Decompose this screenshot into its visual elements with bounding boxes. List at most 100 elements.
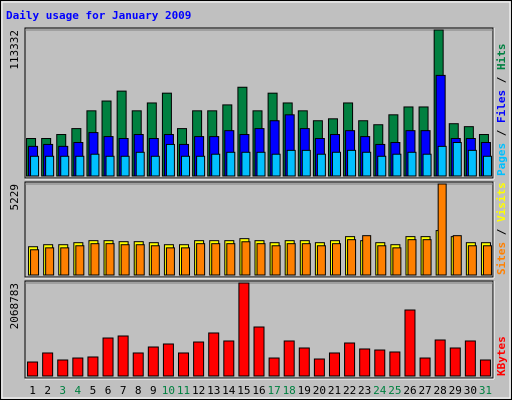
bar (286, 243, 296, 276)
bar (178, 352, 190, 377)
x-tick-label: 5 (90, 384, 97, 397)
legend-entry: Hits (495, 44, 508, 71)
bar (407, 151, 417, 177)
bar (196, 155, 206, 177)
x-tick-label: 25 (388, 384, 401, 397)
bar (42, 352, 54, 377)
bar (208, 332, 220, 377)
bar (392, 153, 402, 177)
x-tick-label: 1 (29, 384, 36, 397)
bar (196, 243, 206, 276)
bar (407, 239, 417, 276)
bar (298, 347, 310, 377)
y-tick-label: 113332 (8, 30, 21, 70)
legend-separator: / (495, 70, 508, 90)
bar (102, 337, 114, 377)
legend-entry: Sites (495, 242, 508, 275)
x-tick-label: 22 (343, 384, 356, 397)
bar (165, 143, 175, 177)
x-tick-label: 29 (449, 384, 462, 397)
chart-title: Daily usage for January 2009 (6, 9, 191, 22)
bar (256, 151, 266, 177)
bar (27, 361, 39, 377)
bar (449, 347, 461, 377)
bar (404, 309, 416, 377)
bar (105, 155, 115, 177)
bar (45, 247, 55, 276)
bar (162, 343, 174, 377)
bar (135, 151, 145, 177)
bar (75, 155, 85, 177)
bar (60, 247, 70, 276)
bar (377, 245, 387, 276)
legend-entry: Visits (495, 182, 508, 222)
x-tick-label: 11 (177, 384, 190, 397)
bar (389, 351, 401, 377)
bar (135, 244, 145, 276)
x-tick-label: 7 (120, 384, 127, 397)
bar (482, 155, 492, 177)
x-tick-label: 6 (105, 384, 112, 397)
bar (72, 357, 84, 377)
bar (422, 153, 432, 177)
bar (223, 340, 235, 377)
x-tick-label: 28 (434, 384, 447, 397)
bar (301, 149, 311, 177)
x-tick-label: 17 (267, 384, 280, 397)
bar (362, 235, 372, 276)
bar (301, 243, 311, 276)
bar (452, 235, 462, 276)
bar (271, 245, 281, 276)
bar (464, 340, 476, 377)
bar (313, 358, 325, 377)
x-tick-label: 31 (479, 384, 492, 397)
bar (268, 357, 280, 377)
bar (120, 244, 130, 276)
bar (256, 243, 266, 276)
x-tick-label: 4 (75, 384, 82, 397)
x-tick-label: 30 (464, 384, 477, 397)
bar (419, 357, 431, 377)
bar (331, 243, 341, 276)
bar (479, 359, 491, 377)
x-tick-label: 27 (418, 384, 431, 397)
bar (117, 335, 129, 377)
bar (211, 243, 221, 276)
y-tick-label: 5229 (8, 184, 21, 211)
x-tick-label: 13 (207, 384, 220, 397)
bar (328, 352, 340, 377)
bar (347, 149, 357, 177)
bar (90, 153, 100, 177)
bar (241, 241, 251, 276)
bar (132, 352, 144, 377)
bar (193, 341, 205, 377)
bar (57, 359, 69, 377)
bar (316, 245, 326, 276)
x-tick-label: 12 (192, 384, 205, 397)
bar (377, 155, 387, 177)
bar (165, 247, 175, 276)
bar (90, 243, 100, 276)
legend: Sites / Visits (495, 182, 508, 275)
bar (271, 153, 281, 177)
bar (437, 145, 447, 177)
bar (120, 155, 130, 177)
bar (359, 348, 371, 377)
bar (467, 149, 477, 177)
bar (211, 153, 221, 177)
bar (434, 339, 446, 377)
bar (482, 245, 492, 276)
legend-entry: Files (495, 90, 508, 123)
bar (75, 245, 85, 276)
x-tick-label: 9 (150, 384, 157, 397)
bar (181, 155, 191, 177)
legend-separator: / (495, 123, 508, 143)
bar (374, 349, 386, 377)
bar (286, 149, 296, 177)
bar (392, 247, 402, 276)
x-tick-label: 21 (328, 384, 341, 397)
bar (226, 243, 236, 276)
bar (344, 342, 356, 377)
